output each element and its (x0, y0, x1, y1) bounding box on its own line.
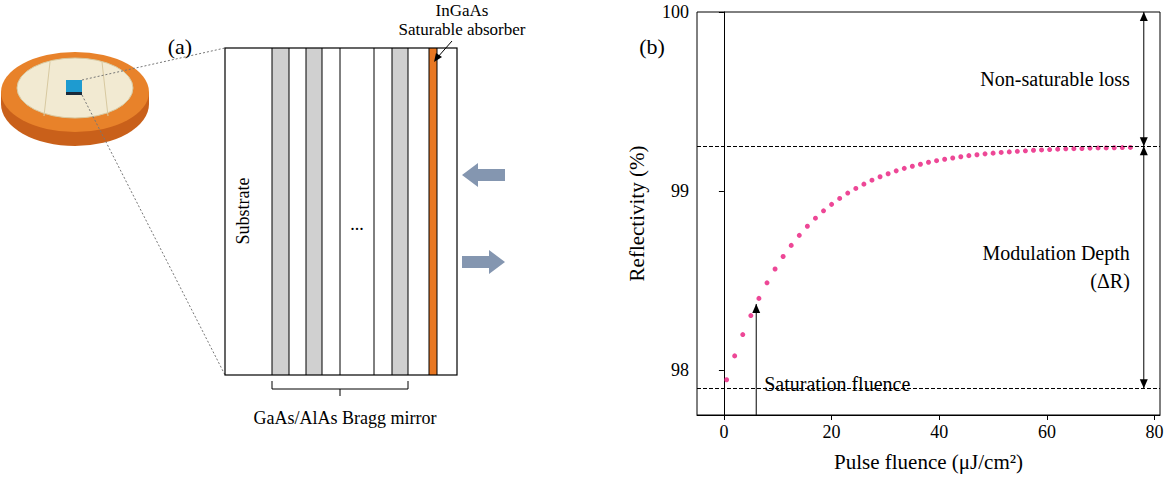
svg-text:Non-saturable loss: Non-saturable loss (980, 68, 1130, 90)
svg-text:Modulation Depth: Modulation Depth (983, 242, 1130, 265)
svg-text:100: 100 (662, 2, 689, 22)
svg-text:(b): (b) (639, 34, 665, 59)
svg-text:98: 98 (671, 360, 689, 380)
svg-text:Pulse fluence (μJ/cm²): Pulse fluence (μJ/cm²) (834, 450, 1023, 474)
svg-text:99: 99 (671, 181, 689, 201)
svg-text:40: 40 (930, 422, 948, 442)
svg-text:0: 0 (719, 422, 728, 442)
svg-text:20: 20 (823, 422, 841, 442)
svg-text:80: 80 (1146, 422, 1164, 442)
svg-text:InGaAs: InGaAs (436, 1, 489, 20)
svg-text:Saturable absorber: Saturable absorber (399, 20, 526, 39)
svg-text:...: ... (350, 214, 364, 234)
svg-text:(ΔR): (ΔR) (1090, 270, 1130, 293)
svg-text:GaAs/AlAs Bragg mirror: GaAs/AlAs Bragg mirror (254, 408, 437, 428)
svg-text:(a): (a) (168, 34, 192, 59)
svg-text:60: 60 (1038, 422, 1056, 442)
svg-text:Saturation fluence: Saturation fluence (764, 373, 910, 395)
svg-text:Substrate: Substrate (233, 177, 253, 244)
svg-text:Reflectivity (%): Reflectivity (%) (625, 146, 649, 282)
